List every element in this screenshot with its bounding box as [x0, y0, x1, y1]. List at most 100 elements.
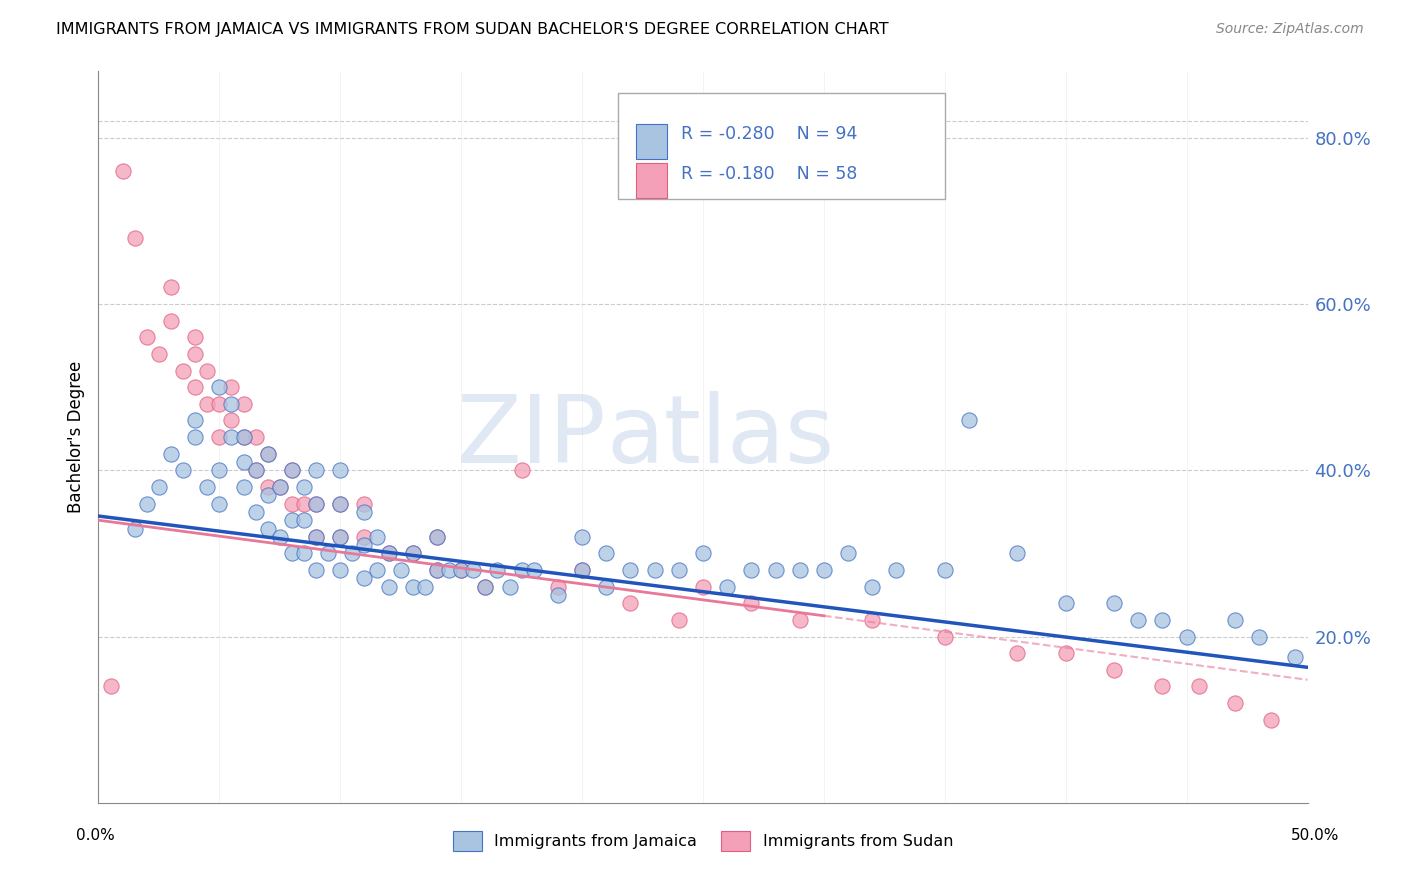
Point — [221, 430, 243, 444]
Point — [184, 330, 207, 344]
Point — [450, 563, 472, 577]
Point — [450, 563, 472, 577]
Point — [100, 680, 122, 694]
Point — [1223, 613, 1246, 627]
Point — [813, 563, 835, 577]
Point — [245, 463, 267, 477]
Point — [256, 447, 278, 461]
Text: R = -0.180    N = 58: R = -0.180 N = 58 — [682, 165, 858, 183]
Point — [402, 546, 425, 560]
Point — [111, 164, 134, 178]
Point — [1175, 630, 1198, 644]
Point — [281, 513, 304, 527]
Point — [124, 230, 146, 244]
Point — [256, 480, 278, 494]
Point — [281, 497, 304, 511]
Point — [474, 580, 496, 594]
Point — [1007, 546, 1029, 560]
Point — [256, 447, 278, 461]
Text: IMMIGRANTS FROM JAMAICA VS IMMIGRANTS FROM SUDAN BACHELOR'S DEGREE CORRELATION C: IMMIGRANTS FROM JAMAICA VS IMMIGRANTS FR… — [56, 22, 889, 37]
Point — [281, 463, 304, 477]
Point — [571, 530, 593, 544]
Point — [305, 530, 328, 544]
Point — [595, 580, 617, 594]
Point — [172, 363, 194, 377]
Point — [184, 413, 207, 427]
Text: 50.0%: 50.0% — [1291, 829, 1339, 843]
Point — [208, 430, 231, 444]
Point — [353, 571, 375, 585]
Point — [426, 563, 449, 577]
Point — [195, 363, 218, 377]
Point — [269, 480, 291, 494]
Point — [377, 546, 399, 560]
Point — [124, 521, 146, 535]
Point — [269, 480, 291, 494]
Point — [377, 546, 399, 560]
Point — [1188, 680, 1211, 694]
Point — [281, 463, 304, 477]
Point — [1223, 696, 1246, 710]
Point — [208, 463, 231, 477]
Point — [329, 563, 352, 577]
Point — [1102, 596, 1125, 610]
Point — [934, 630, 956, 644]
Point — [426, 563, 449, 577]
Point — [172, 463, 194, 477]
Point — [1054, 646, 1077, 660]
Point — [148, 347, 170, 361]
Point — [740, 563, 762, 577]
Point — [160, 314, 183, 328]
Point — [221, 397, 243, 411]
Point — [184, 430, 207, 444]
FancyBboxPatch shape — [619, 94, 945, 200]
Point — [692, 546, 714, 560]
Point — [366, 530, 388, 544]
Point — [860, 580, 883, 594]
Point — [329, 530, 352, 544]
Point — [353, 530, 375, 544]
Point — [510, 563, 533, 577]
Point — [329, 497, 352, 511]
Point — [498, 580, 520, 594]
Point — [305, 563, 328, 577]
Point — [692, 580, 714, 594]
Point — [195, 397, 218, 411]
Point — [366, 563, 388, 577]
Point — [1249, 630, 1271, 644]
Point — [305, 497, 328, 511]
Point — [510, 463, 533, 477]
Point — [886, 563, 908, 577]
Bar — [637, 124, 666, 159]
Point — [523, 563, 546, 577]
Point — [837, 546, 859, 560]
Point — [474, 580, 496, 594]
Point — [934, 563, 956, 577]
Point — [232, 455, 254, 469]
Point — [305, 530, 328, 544]
Point — [245, 505, 267, 519]
Point — [232, 480, 254, 494]
Point — [232, 397, 254, 411]
Point — [329, 497, 352, 511]
Point — [221, 380, 243, 394]
Point — [292, 546, 315, 560]
Point — [148, 480, 170, 494]
Point — [135, 497, 157, 511]
Point — [208, 380, 231, 394]
Point — [1152, 680, 1174, 694]
Point — [619, 563, 641, 577]
Point — [292, 497, 315, 511]
Point — [184, 380, 207, 394]
Point — [1128, 613, 1150, 627]
Point — [789, 613, 811, 627]
Point — [860, 613, 883, 627]
Point — [232, 430, 254, 444]
Bar — [637, 163, 666, 198]
Point — [256, 488, 278, 502]
Point — [256, 521, 278, 535]
Point — [426, 530, 449, 544]
Point — [195, 480, 218, 494]
Legend: Immigrants from Jamaica, Immigrants from Sudan: Immigrants from Jamaica, Immigrants from… — [447, 825, 959, 857]
Point — [389, 563, 412, 577]
